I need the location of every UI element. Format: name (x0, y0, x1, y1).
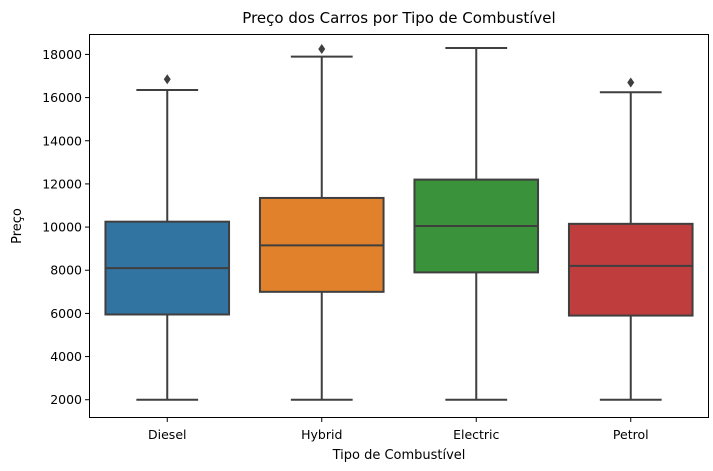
box-electric (413, 46, 540, 401)
outlier-point (163, 74, 171, 85)
x-tick-label: Diesel (148, 427, 186, 442)
x-tick-label: Hybrid (301, 427, 342, 442)
y-axis: 2000 4000 6000 8000 10000 12000 14000 16000 1800… (42, 47, 90, 407)
x-axis-title: Tipo de Combustível (332, 448, 466, 463)
y-tick-label: 4000 (50, 349, 82, 364)
x-tick-label: Electric (453, 427, 499, 442)
box-petrol (567, 77, 694, 401)
y-tick-label: 16000 (42, 90, 82, 105)
y-tick-label: 10000 (42, 220, 82, 235)
outlier-point (627, 77, 635, 88)
plot-frame (89, 34, 709, 418)
x-axis: Diesel Hybrid Electric Petrol (148, 417, 649, 442)
box-diesel (104, 74, 231, 401)
y-tick-label: 18000 (42, 47, 82, 62)
outlier-point (318, 44, 326, 55)
y-axis-title: Preço (10, 208, 25, 244)
plot-area (104, 44, 694, 401)
iqr-box (567, 222, 694, 317)
x-tick-label: Petrol (613, 427, 649, 442)
chart-title: Preço dos Carros por Tipo de Combustível (242, 9, 555, 27)
y-tick-label: 2000 (50, 392, 82, 407)
y-tick-label: 8000 (50, 263, 82, 278)
box-hybrid (258, 44, 385, 401)
y-tick-label: 14000 (42, 133, 82, 148)
y-tick-label: 12000 (42, 176, 82, 191)
y-tick-label: 6000 (50, 306, 82, 321)
